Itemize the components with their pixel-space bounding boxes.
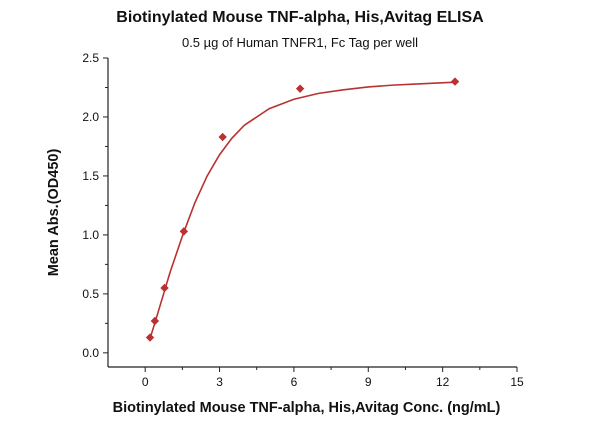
y-tick-label: 0.5 [82,287,99,301]
x-tick-label: 0 [142,375,149,389]
x-axis-label: Biotinylated Mouse TNF-alpha, His,Avitag… [113,400,501,416]
data-point [450,77,460,86]
data-point [150,316,160,326]
axes [107,58,517,368]
y-tick-label: 2.0 [82,110,99,124]
data-point [160,283,169,293]
y-tick-label: 1.0 [82,228,99,242]
x-tick-label: 12 [436,375,450,389]
fit-curve [149,81,456,339]
chart-title: Biotinylated Mouse TNF-alpha, His,Avitag… [116,9,484,26]
y-tick-label: 2.5 [82,51,99,65]
y-axis-label: Mean Abs.(OD450) [46,149,62,277]
data-point [179,227,189,236]
chart-subtitle: 0.5 µg of Human TNFR1, Fc Tag per well [181,35,419,50]
x-axis-ticks: 0 3 6 9 12 15 [142,367,524,389]
data-point [295,84,305,93]
y-tick-label: 1.5 [82,169,99,183]
x-tick-label: 15 [510,375,524,389]
data-points [145,77,460,342]
x-tick-label: 3 [216,375,223,389]
y-tick-label: 0.0 [82,346,99,360]
data-point [145,333,155,342]
y-axis-ticks: 0.0 0.5 1.0 1.5 2.0 2.5 [82,51,108,360]
x-tick-label: 6 [291,375,298,389]
x-tick-label: 9 [365,375,372,389]
data-point [218,132,227,142]
